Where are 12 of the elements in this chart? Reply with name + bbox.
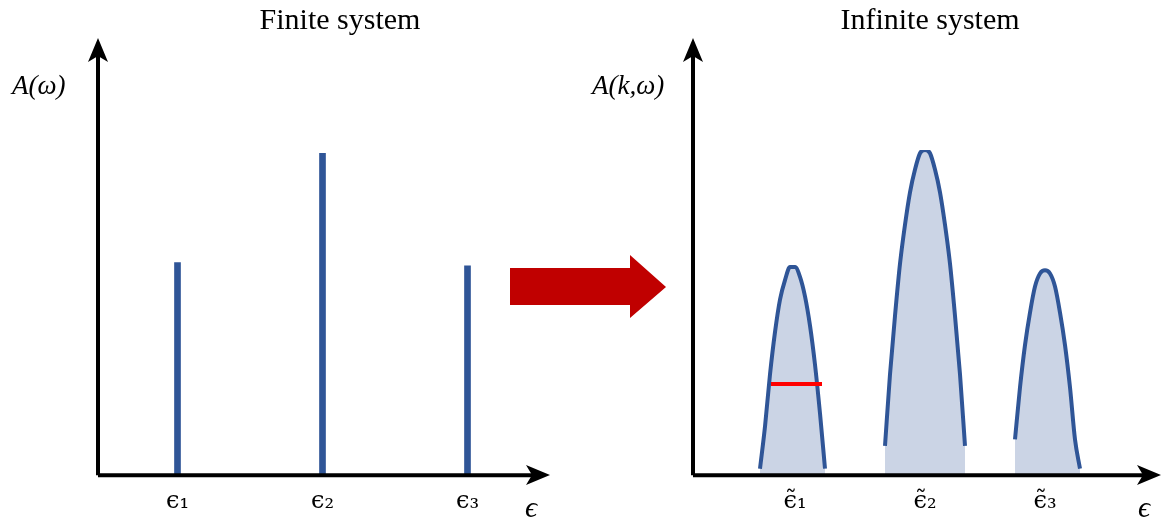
x-tick-label: ϵ̃₃ <box>1033 485 1057 514</box>
x-tick-label: ϵ₃ <box>455 485 480 514</box>
x-tick-label: ϵ₂ <box>310 485 335 514</box>
x-axis-title: ϵ <box>1138 490 1151 524</box>
x-tick-label: ϵ₁ <box>165 485 190 514</box>
x-tick-label: ϵ̃₂ <box>913 485 937 514</box>
y-axis-title: A(k,ω) <box>592 70 665 101</box>
chart-title: Finite system <box>259 2 421 36</box>
x-tick-label: ϵ̃₁ <box>783 485 807 514</box>
y-axis-title: A(ω) <box>12 70 66 101</box>
chart-title: Infinite system <box>840 2 1020 36</box>
x-axis-title: ϵ <box>525 490 538 524</box>
